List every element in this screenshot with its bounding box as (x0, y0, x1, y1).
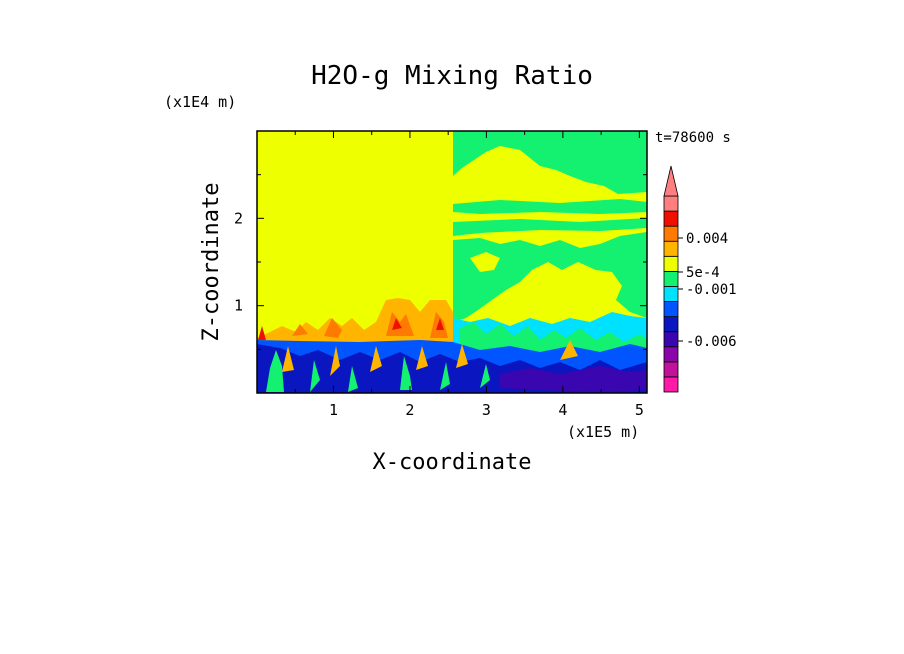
colorbar-swatch (663, 376, 679, 393)
colorbar-swatch (663, 301, 679, 318)
colorbar: 0.004 5e-4-0.001 -0.006 (663, 165, 737, 393)
colorbar-tick-label: -0.006 (686, 334, 737, 350)
field-region-green-streaks (266, 350, 490, 392)
field-region-indigo-low (500, 366, 647, 392)
field-region-red-plumes (292, 312, 448, 338)
x-tick-label: 4 (558, 401, 567, 419)
colorbar-swatch (663, 286, 679, 302)
y-tick-label: 2 (234, 209, 243, 227)
field-region-green-upper-right (453, 131, 647, 194)
colorbar-tick-label: 0.004 (686, 231, 728, 247)
x-tick-label: 3 (482, 401, 491, 419)
field-region-green-right (453, 232, 647, 322)
colorbar-extend-arrow (663, 165, 679, 197)
colorbar-tick-label: 5e-4 (686, 265, 720, 281)
colorbar-swatch (663, 361, 679, 378)
field-region-yellow-patch (540, 272, 600, 306)
colorbar-tick-label: -0.001 (686, 282, 737, 298)
colorbar-swatch (663, 195, 679, 212)
y-axis-title: Z-coordinate (199, 183, 224, 342)
colorbar-swatch (663, 225, 679, 242)
field-region-deep-red-spots (258, 318, 444, 340)
colorbar-swatch (663, 210, 679, 227)
x-tick-label: 1 (329, 401, 338, 419)
field-region-yellow-patch (470, 252, 500, 272)
y-unit-label: (x1E4 m) (164, 93, 236, 111)
time-label: t=78600 s (655, 130, 731, 146)
colorbar-swatch (663, 331, 679, 348)
colorbar-swatch (663, 270, 679, 287)
field-region-green-band (453, 218, 647, 236)
x-unit-label: (x1E5 m) (567, 423, 639, 441)
x-tick-label: 2 (405, 401, 414, 419)
x-axis: 1 2 3 4 5 (294, 131, 644, 419)
chart-title: H2O-g Mixing Ratio (311, 61, 593, 91)
colorbar-swatch (663, 240, 679, 257)
field-region-green-band (453, 199, 647, 214)
contour-field (257, 131, 647, 393)
colorbar-swatch (663, 255, 679, 272)
colorbar-swatch (663, 346, 679, 363)
colorbar-swatch (663, 316, 679, 333)
y-axis: 12 (234, 174, 647, 350)
field-region-green-upper-right (590, 146, 630, 172)
x-tick-label: 5 (635, 401, 644, 419)
x-axis-title: X-coordinate (373, 450, 532, 475)
y-tick-label: 1 (234, 297, 243, 315)
